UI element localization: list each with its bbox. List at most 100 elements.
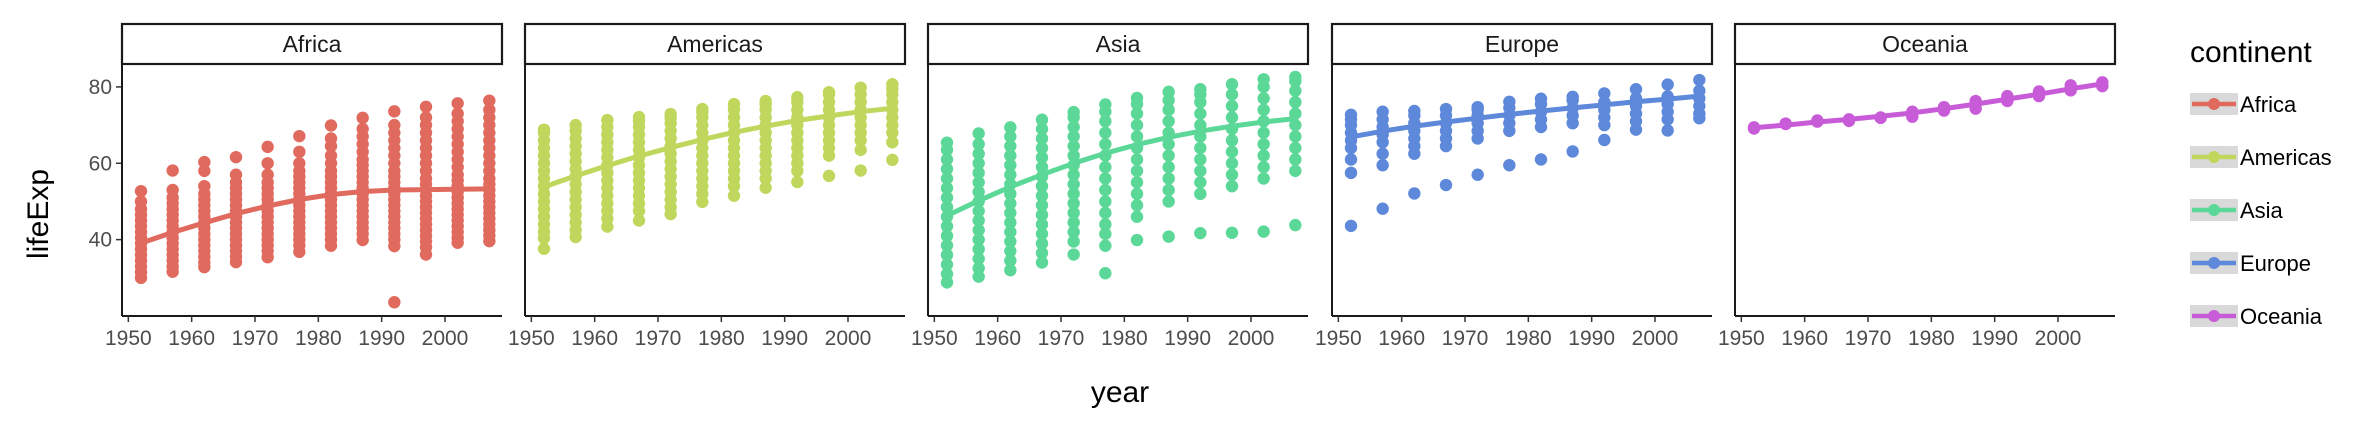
data-point: [1225, 226, 1239, 239]
legend-items: Africa Americas Asia Europe Oceania: [2190, 92, 2332, 329]
data-point: [972, 157, 985, 170]
data-point: [1130, 164, 1144, 178]
data-point: [1004, 216, 1017, 229]
y-tick-label: 40: [89, 229, 112, 252]
data-point: [940, 136, 954, 149]
data-point: [759, 181, 772, 194]
data-point: [1067, 248, 1080, 261]
data-point: [1130, 176, 1144, 189]
x-tick-label: 1950: [1718, 327, 1765, 350]
data-point: [1194, 226, 1207, 240]
x-tick-label: 1970: [635, 327, 682, 350]
data-point: [229, 168, 243, 181]
data-point: [972, 166, 985, 180]
x-tick-label: 2000: [1228, 327, 1275, 350]
data-point: [791, 175, 804, 189]
data-point: [134, 195, 148, 208]
data-point: [1598, 87, 1611, 100]
legend-item-americas: Americas: [2190, 145, 2332, 170]
data-point: [940, 248, 954, 262]
facet-strip: [1733, 22, 2117, 66]
data-point: [1130, 107, 1144, 120]
data-point: [1257, 126, 1270, 139]
legend-key-point: [2208, 98, 2220, 110]
facet-strip-label: Europe: [1485, 31, 1559, 57]
data-point: [1035, 151, 1049, 164]
x-tick-label: 1980: [698, 327, 745, 350]
data-point: [1225, 111, 1239, 124]
data-point: [972, 223, 985, 237]
data-point: [791, 91, 804, 104]
data-point: [1035, 218, 1049, 231]
legend-key-point: [2208, 151, 2220, 163]
facet-panel-americas: Americas 1950 1960 1970 1980 1990 2000: [508, 22, 907, 350]
x-tick-label: 1980: [295, 327, 342, 350]
data-point: [1004, 139, 1017, 153]
data-point: [1035, 199, 1049, 212]
data-point: [1035, 141, 1049, 155]
data-point: [886, 78, 899, 91]
data-point: [451, 107, 464, 120]
data-point: [1035, 237, 1049, 250]
data-point: [1099, 195, 1112, 208]
data-point: [1225, 99, 1239, 113]
data-point: [1376, 105, 1389, 118]
x-tick-label: 1990: [358, 327, 405, 350]
data-point: [198, 179, 211, 193]
data-point: [1035, 160, 1049, 174]
data-point: [1067, 235, 1080, 248]
facet-panel-africa: Africa 1950 1960 1970 1980 1990 2000: [105, 22, 504, 350]
data-point: [854, 164, 867, 177]
data-point: [1162, 172, 1175, 185]
data-point: [1067, 120, 1080, 134]
y-axis-title: lifeExp: [22, 169, 55, 259]
data-point: [1004, 254, 1017, 267]
data-point: [1503, 158, 1516, 172]
smooth-line: [1751, 81, 2105, 131]
data-point: [972, 204, 985, 218]
x-tick-label: 2000: [1632, 327, 1679, 350]
x-tick-label: 1950: [508, 327, 555, 350]
data-point: [1067, 139, 1080, 153]
facet-strip: [1330, 22, 1714, 66]
data-point: [1162, 85, 1175, 99]
data-point: [166, 183, 179, 197]
data-point: [229, 150, 243, 164]
legend-label: Americas: [2240, 145, 2332, 170]
x-tick-label: 1970: [1442, 327, 1489, 350]
data-point: [1162, 149, 1175, 162]
x-tick-label: 1980: [1505, 327, 1552, 350]
data-point: [293, 145, 306, 159]
data-point: [324, 132, 338, 145]
data-point: [940, 239, 954, 252]
data-point: [940, 153, 954, 166]
data-point: [1194, 187, 1207, 201]
data-point: [483, 94, 496, 107]
data-point: [1376, 202, 1389, 215]
data-point: [1067, 187, 1080, 201]
facet-strip-label: Africa: [283, 31, 342, 57]
data-point: [1344, 153, 1358, 166]
data-point: [1194, 176, 1207, 189]
data-point: [1099, 239, 1112, 252]
data-point: [1225, 145, 1239, 159]
x-tick-label: 1990: [1971, 327, 2018, 350]
data-point: [261, 168, 274, 181]
data-point: [1257, 160, 1270, 174]
data-point: [1035, 132, 1049, 145]
x-tick-label: 2000: [825, 327, 872, 350]
facet-strip: [120, 22, 504, 66]
data-point: [166, 164, 179, 177]
data-point: [537, 123, 551, 136]
data-point: [1439, 102, 1453, 116]
data-point: [1289, 84, 1302, 97]
data-point: [1225, 157, 1239, 170]
data-point: [451, 97, 464, 110]
data-point: [1035, 227, 1049, 241]
data-point: [1162, 103, 1175, 117]
data-point: [696, 102, 709, 116]
data-point: [1257, 225, 1270, 238]
data-point: [1439, 178, 1453, 192]
data-point: [632, 110, 646, 124]
